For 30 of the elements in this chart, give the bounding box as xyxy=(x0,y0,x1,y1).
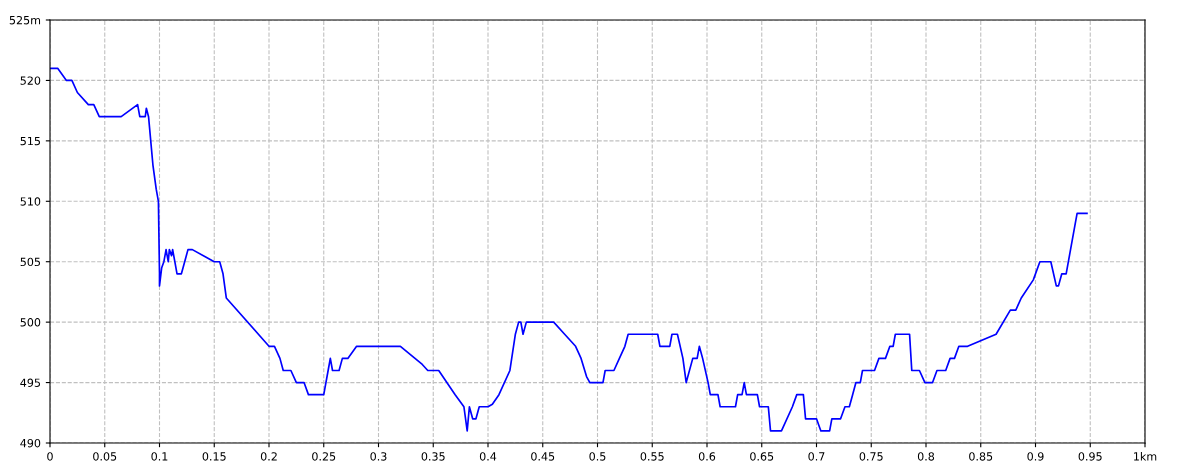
y-tick-label: 490 xyxy=(20,438,41,448)
x-tick-label: 0.7 xyxy=(808,452,825,461)
x-tick-label: 0 xyxy=(47,452,53,461)
x-tick-label: 0.95 xyxy=(1078,452,1102,461)
x-tick-label: 0.35 xyxy=(421,452,445,461)
x-tick-label: 0.25 xyxy=(312,452,336,461)
x-tick-label: 0.8 xyxy=(917,452,935,461)
x-tick-label: 1km xyxy=(1134,452,1157,461)
y-tick-label: 510 xyxy=(20,197,41,206)
y-tick-label: 500 xyxy=(20,318,41,327)
x-tick-label: 0.5 xyxy=(589,452,606,461)
x-tick-label: 0.85 xyxy=(969,452,993,461)
y-tick-label: 525m xyxy=(9,15,41,25)
x-tick-label: 0.05 xyxy=(93,452,117,461)
x-tick-label: 0.45 xyxy=(531,452,555,461)
x-tick-label: 0.75 xyxy=(859,452,883,461)
x-tick-label: 0.6 xyxy=(698,452,716,461)
line-series xyxy=(50,67,1088,432)
y-tick-label: 515 xyxy=(20,136,40,146)
x-tick-label: 0.55 xyxy=(640,452,664,461)
x-tick-label: 0.3 xyxy=(370,452,387,461)
y-tick-label: 505 xyxy=(20,257,40,267)
x-tick-label: 0.65 xyxy=(750,452,774,461)
y-tick-label: 520 xyxy=(20,76,41,85)
x-tick-label: 0.4 xyxy=(479,452,497,461)
x-tick-label: 0.1 xyxy=(151,452,168,461)
y-tick-label: 495 xyxy=(20,378,40,387)
x-tick-label: 0.2 xyxy=(260,452,277,461)
x-tick-label: 0.15 xyxy=(202,452,226,461)
x-tick-label: 0.9 xyxy=(1027,452,1044,461)
